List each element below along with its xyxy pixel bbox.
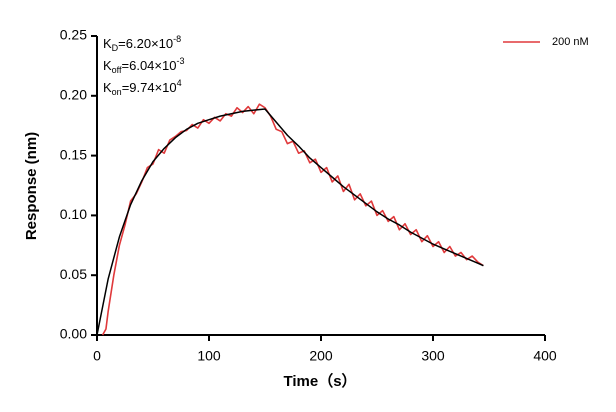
y-tick-label: 0.25	[60, 27, 87, 43]
superscript: 4	[177, 78, 182, 88]
x-tick-label: 200	[309, 348, 333, 364]
y-axis-title: Response (nm)	[23, 132, 40, 240]
x-axis-title: Time（s）	[283, 372, 356, 390]
x-tick-label: 300	[421, 348, 445, 364]
subscript: D	[112, 43, 119, 53]
kinetic-annotation: Kon=9.74×104	[103, 78, 182, 97]
subscript: off	[112, 65, 122, 75]
y-tick-label: 0.00	[60, 326, 87, 342]
fit-line	[96, 108, 484, 336]
y-tick-label: 0.05	[60, 266, 87, 282]
subscript: on	[112, 87, 122, 97]
y-tick-label: 0.10	[60, 206, 87, 222]
y-tick-label: 0.20	[60, 87, 87, 103]
symbol: K	[103, 80, 112, 95]
data-line	[101, 103, 484, 336]
superscript: -8	[173, 34, 181, 44]
x-tick-label: 400	[533, 348, 557, 364]
legend-label: 200 nM	[552, 36, 589, 48]
superscript: -3	[176, 56, 184, 66]
x-tick-label: 0	[93, 348, 101, 364]
kinetic-annotation: KD=6.20×10-8	[103, 34, 181, 53]
value: =6.04×10	[122, 58, 177, 73]
y-tick-label: 0.15	[60, 146, 87, 162]
x-tick-label: 100	[197, 348, 221, 364]
value: =9.74×10	[122, 80, 177, 95]
symbol: K	[103, 36, 112, 51]
symbol: K	[103, 58, 112, 73]
kinetic-annotation: Koff=6.04×10-3	[103, 56, 184, 75]
value: =6.20×10	[118, 36, 173, 51]
